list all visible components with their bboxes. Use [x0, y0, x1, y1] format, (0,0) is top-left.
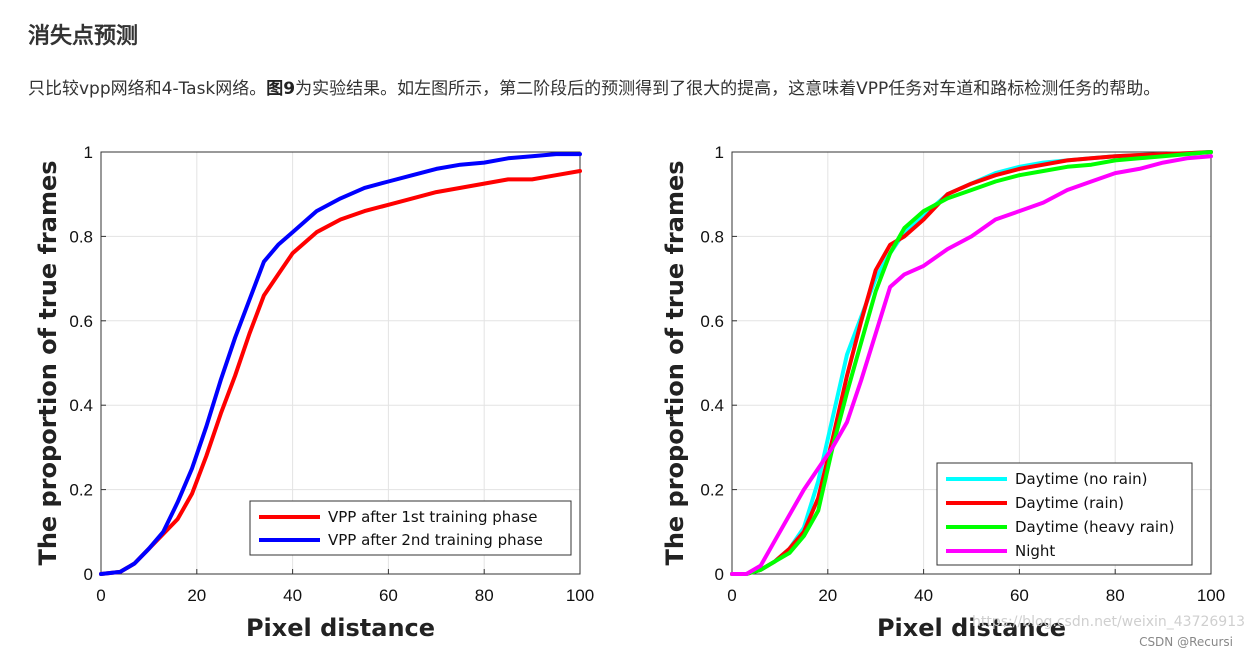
x-tick-label: 60 — [379, 586, 398, 605]
series-line-3 — [730, 150, 1213, 576]
legend-box — [249, 500, 572, 556]
y-tick-label: 1 — [715, 143, 724, 162]
figure-link: 图9 — [266, 79, 296, 99]
legend: Daytime (no rain) Daytime (rain) Daytime (… — [936, 462, 1193, 566]
x-tick-label: 40 — [914, 586, 933, 605]
y-tick-label: 0 — [84, 565, 93, 584]
x-tick-label: 0 — [96, 586, 105, 605]
x-tick-label: 20 — [187, 586, 206, 605]
article-paragraph: 只比较vpp网络和4-Task网络。图9为实验结果。如左图所示，第二阶段后的预测… — [28, 74, 1228, 104]
y-tick-label: 0.8 — [69, 227, 93, 246]
x-tick-label: 80 — [1106, 586, 1125, 605]
chart-2: 0 20 40 60 80 100 0 0.2 0.4 0.6 0.8 1 Pixel distance… — [661, 143, 1225, 642]
y-tick-label: 0.4 — [69, 396, 93, 415]
legend-label: Daytime (rain) — [1015, 494, 1124, 512]
plot-frame — [731, 151, 1212, 575]
legend-label: Night — [1015, 542, 1055, 560]
x-tick-label: 100 — [566, 586, 594, 605]
watermark-text: CSDN @Recursi — [1139, 635, 1233, 649]
y-tick-label: 0.4 — [700, 396, 724, 415]
legend-label: Daytime (no rain) — [1015, 470, 1147, 488]
y-tick-label: 0.6 — [69, 312, 93, 331]
y-tick-label: 0.6 — [700, 312, 724, 331]
legend: VPP after 1st training phase VPP after 2n… — [249, 500, 572, 556]
series-line-4 — [730, 154, 1213, 576]
section-heading: 消失点预测 — [28, 24, 139, 49]
legend-label: VPP after 2nd training phase — [328, 531, 543, 549]
series-line-2 — [99, 152, 582, 576]
paragraph-text-1: 只比较vpp网络和4-Task网络。 — [28, 79, 267, 99]
y-tick-label: 0.8 — [700, 227, 724, 246]
watermark-url: https://blog.csdn.net/weixin_43726913 — [972, 614, 1245, 630]
x-tick-label: 60 — [1010, 586, 1029, 605]
x-axis-label: Pixel distance — [246, 614, 435, 642]
paragraph-text-2: 为实验结果。如左图所示，第二阶段后的预测得到了很大的提高，这意味着VPP任务对车… — [295, 79, 1161, 99]
y-tick-label: 0.2 — [700, 481, 724, 500]
legend-box — [936, 462, 1193, 566]
y-tick-label: 1 — [84, 143, 93, 162]
x-tick-label: 100 — [1197, 586, 1225, 605]
x-tick-label: 0 — [727, 586, 736, 605]
y-axis-label: The proportion of true frames — [34, 160, 62, 565]
y-axis-label: The proportion of true frames — [661, 160, 689, 565]
x-axis-label: Pixel distance — [877, 614, 1066, 642]
x-tick-label: 20 — [818, 586, 837, 605]
legend-label: VPP after 1st training phase — [328, 508, 538, 526]
y-tick-label: 0 — [715, 565, 724, 584]
x-tick-label: 80 — [475, 586, 494, 605]
series-line-2 — [730, 150, 1213, 576]
y-tick-label: 0.2 — [69, 481, 93, 500]
chart-1: 0 20 40 60 80 100 0 0.2 0.4 0.6 0.8 1 Pixel distance… — [34, 143, 594, 642]
plot-frame — [100, 151, 581, 575]
legend-label: Daytime (heavy rain) — [1015, 518, 1174, 536]
x-tick-label: 40 — [283, 586, 302, 605]
